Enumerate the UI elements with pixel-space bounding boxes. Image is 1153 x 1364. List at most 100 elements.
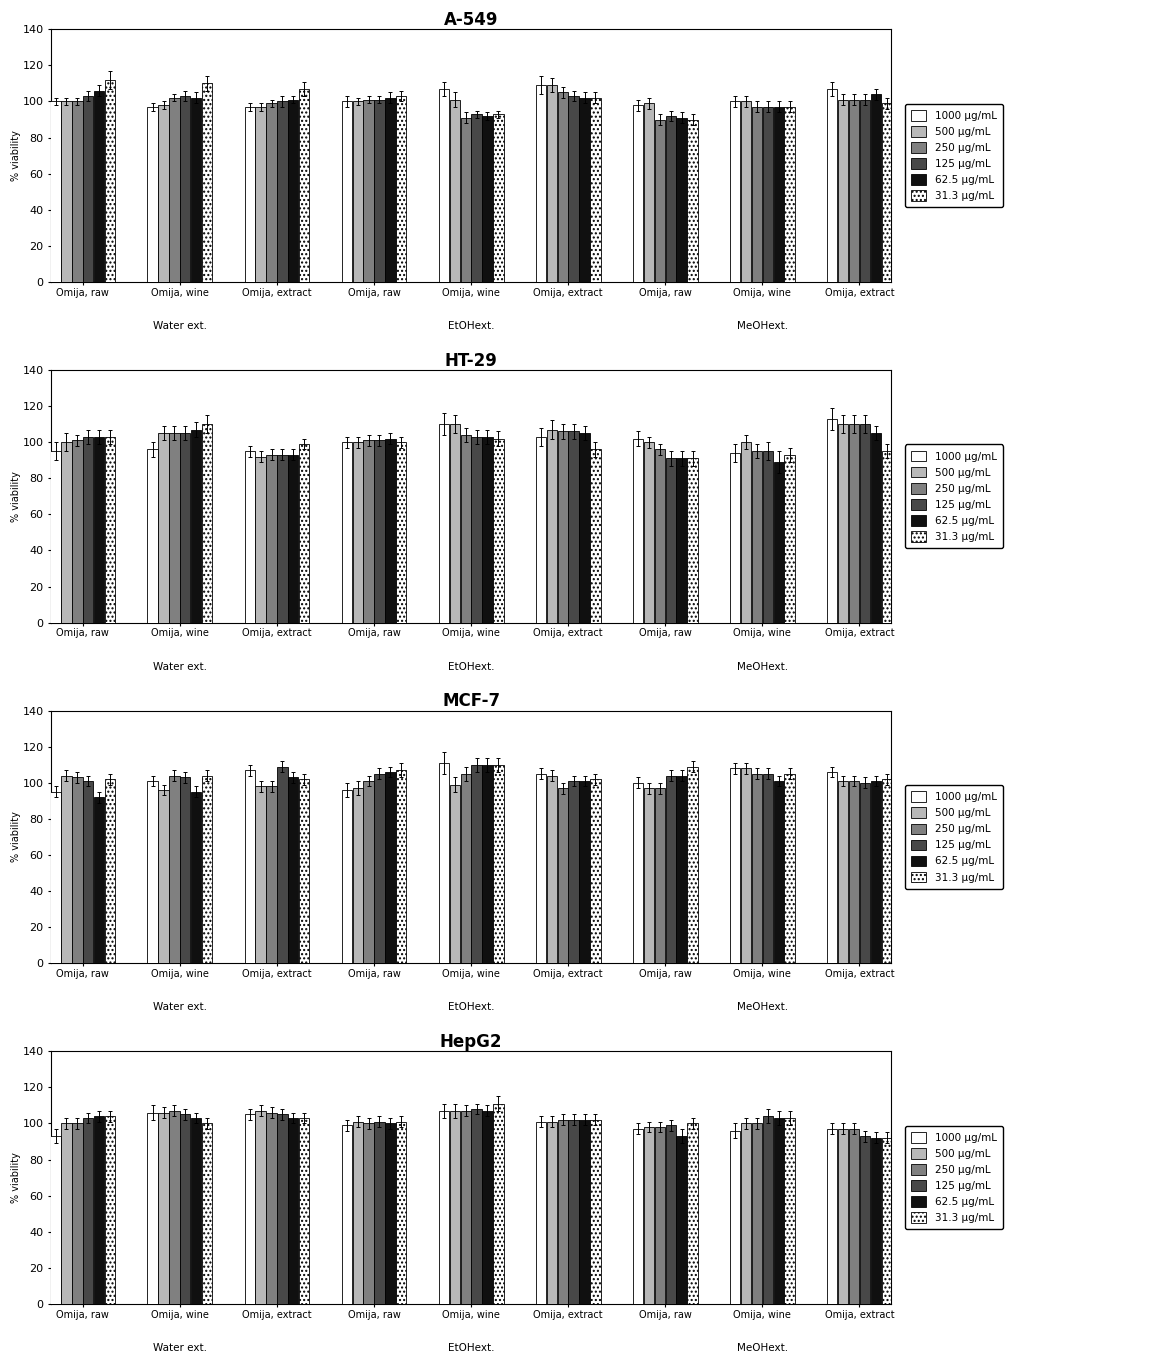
Bar xyxy=(83,782,93,963)
Bar xyxy=(827,419,837,623)
Bar xyxy=(385,1124,395,1304)
Bar xyxy=(784,454,794,623)
Bar xyxy=(277,1114,287,1304)
Text: EtOHext.: EtOHext. xyxy=(447,662,495,671)
Bar xyxy=(438,762,449,963)
Bar xyxy=(299,1118,309,1304)
Bar xyxy=(51,1136,61,1304)
Bar xyxy=(752,106,762,282)
Bar xyxy=(665,1125,676,1304)
Bar xyxy=(740,442,751,623)
Bar xyxy=(740,101,751,282)
Bar xyxy=(633,783,643,963)
Bar xyxy=(838,1129,849,1304)
Title: HT-29: HT-29 xyxy=(445,352,498,370)
Bar xyxy=(774,462,784,623)
Bar xyxy=(202,1124,212,1304)
Bar xyxy=(385,772,395,963)
Bar xyxy=(493,115,504,282)
Bar xyxy=(277,454,287,623)
Bar xyxy=(482,116,492,282)
Y-axis label: % viability: % viability xyxy=(12,1153,21,1203)
Bar xyxy=(73,441,83,623)
Bar xyxy=(590,779,601,963)
Bar xyxy=(397,95,407,282)
Title: MCF-7: MCF-7 xyxy=(442,693,500,711)
Bar xyxy=(353,101,363,282)
Bar xyxy=(536,773,547,963)
Bar xyxy=(665,116,676,282)
Bar xyxy=(860,783,871,963)
Legend: 1000 μg/mL, 500 μg/mL, 250 μg/mL, 125 μg/mL, 62.5 μg/mL, 31.3 μg/mL: 1000 μg/mL, 500 μg/mL, 250 μg/mL, 125 μg… xyxy=(905,445,1003,548)
Bar xyxy=(882,104,891,282)
Bar xyxy=(580,1120,589,1304)
Bar xyxy=(83,1118,93,1304)
Bar xyxy=(353,1121,363,1304)
Bar xyxy=(450,424,460,623)
Bar xyxy=(643,104,654,282)
Bar xyxy=(730,768,740,963)
Bar xyxy=(730,1131,740,1304)
Bar xyxy=(191,792,202,963)
Bar xyxy=(871,94,881,282)
Bar xyxy=(341,101,352,282)
Text: EtOHext.: EtOHext. xyxy=(447,1344,495,1353)
Bar xyxy=(95,1116,104,1304)
Bar xyxy=(482,1110,492,1304)
Bar xyxy=(687,458,698,623)
Bar xyxy=(51,451,61,623)
Bar xyxy=(169,434,180,623)
Bar xyxy=(299,779,309,963)
Bar xyxy=(774,1118,784,1304)
Text: EtOHext.: EtOHext. xyxy=(447,1003,495,1012)
Bar xyxy=(568,431,579,623)
Text: MeOHext.: MeOHext. xyxy=(737,662,787,671)
Bar xyxy=(256,787,265,963)
Bar xyxy=(397,1121,407,1304)
Bar xyxy=(363,441,374,623)
Bar xyxy=(536,1121,547,1304)
Bar xyxy=(762,451,773,623)
Bar xyxy=(838,100,849,282)
Bar xyxy=(740,768,751,963)
Bar xyxy=(558,1120,567,1304)
Bar xyxy=(590,449,601,623)
Bar xyxy=(95,436,104,623)
Bar xyxy=(752,773,762,963)
Bar xyxy=(375,773,385,963)
Bar xyxy=(105,80,115,282)
Bar xyxy=(191,430,202,623)
Bar xyxy=(353,442,363,623)
Bar xyxy=(536,436,547,623)
Bar xyxy=(266,1113,277,1304)
Bar xyxy=(438,424,449,623)
Bar xyxy=(288,454,299,623)
Bar xyxy=(191,1118,202,1304)
Bar xyxy=(460,1110,470,1304)
Bar xyxy=(299,89,309,282)
Bar xyxy=(849,1129,859,1304)
Bar xyxy=(460,773,470,963)
Bar xyxy=(687,767,698,963)
Bar xyxy=(655,1127,665,1304)
Bar xyxy=(438,89,449,282)
Bar xyxy=(299,443,309,623)
Bar xyxy=(860,1136,871,1304)
Bar xyxy=(244,1114,255,1304)
Bar xyxy=(677,458,687,623)
Bar xyxy=(288,100,299,282)
Bar xyxy=(180,95,190,282)
Bar xyxy=(849,100,859,282)
Bar xyxy=(202,83,212,282)
Bar xyxy=(83,436,93,623)
Bar xyxy=(752,1124,762,1304)
Bar xyxy=(169,1110,180,1304)
Bar xyxy=(655,449,665,623)
Bar xyxy=(51,101,61,282)
Bar xyxy=(244,451,255,623)
Bar xyxy=(288,777,299,963)
Bar xyxy=(397,442,407,623)
Bar xyxy=(363,100,374,282)
Bar xyxy=(752,451,762,623)
Y-axis label: % viability: % viability xyxy=(12,471,21,522)
